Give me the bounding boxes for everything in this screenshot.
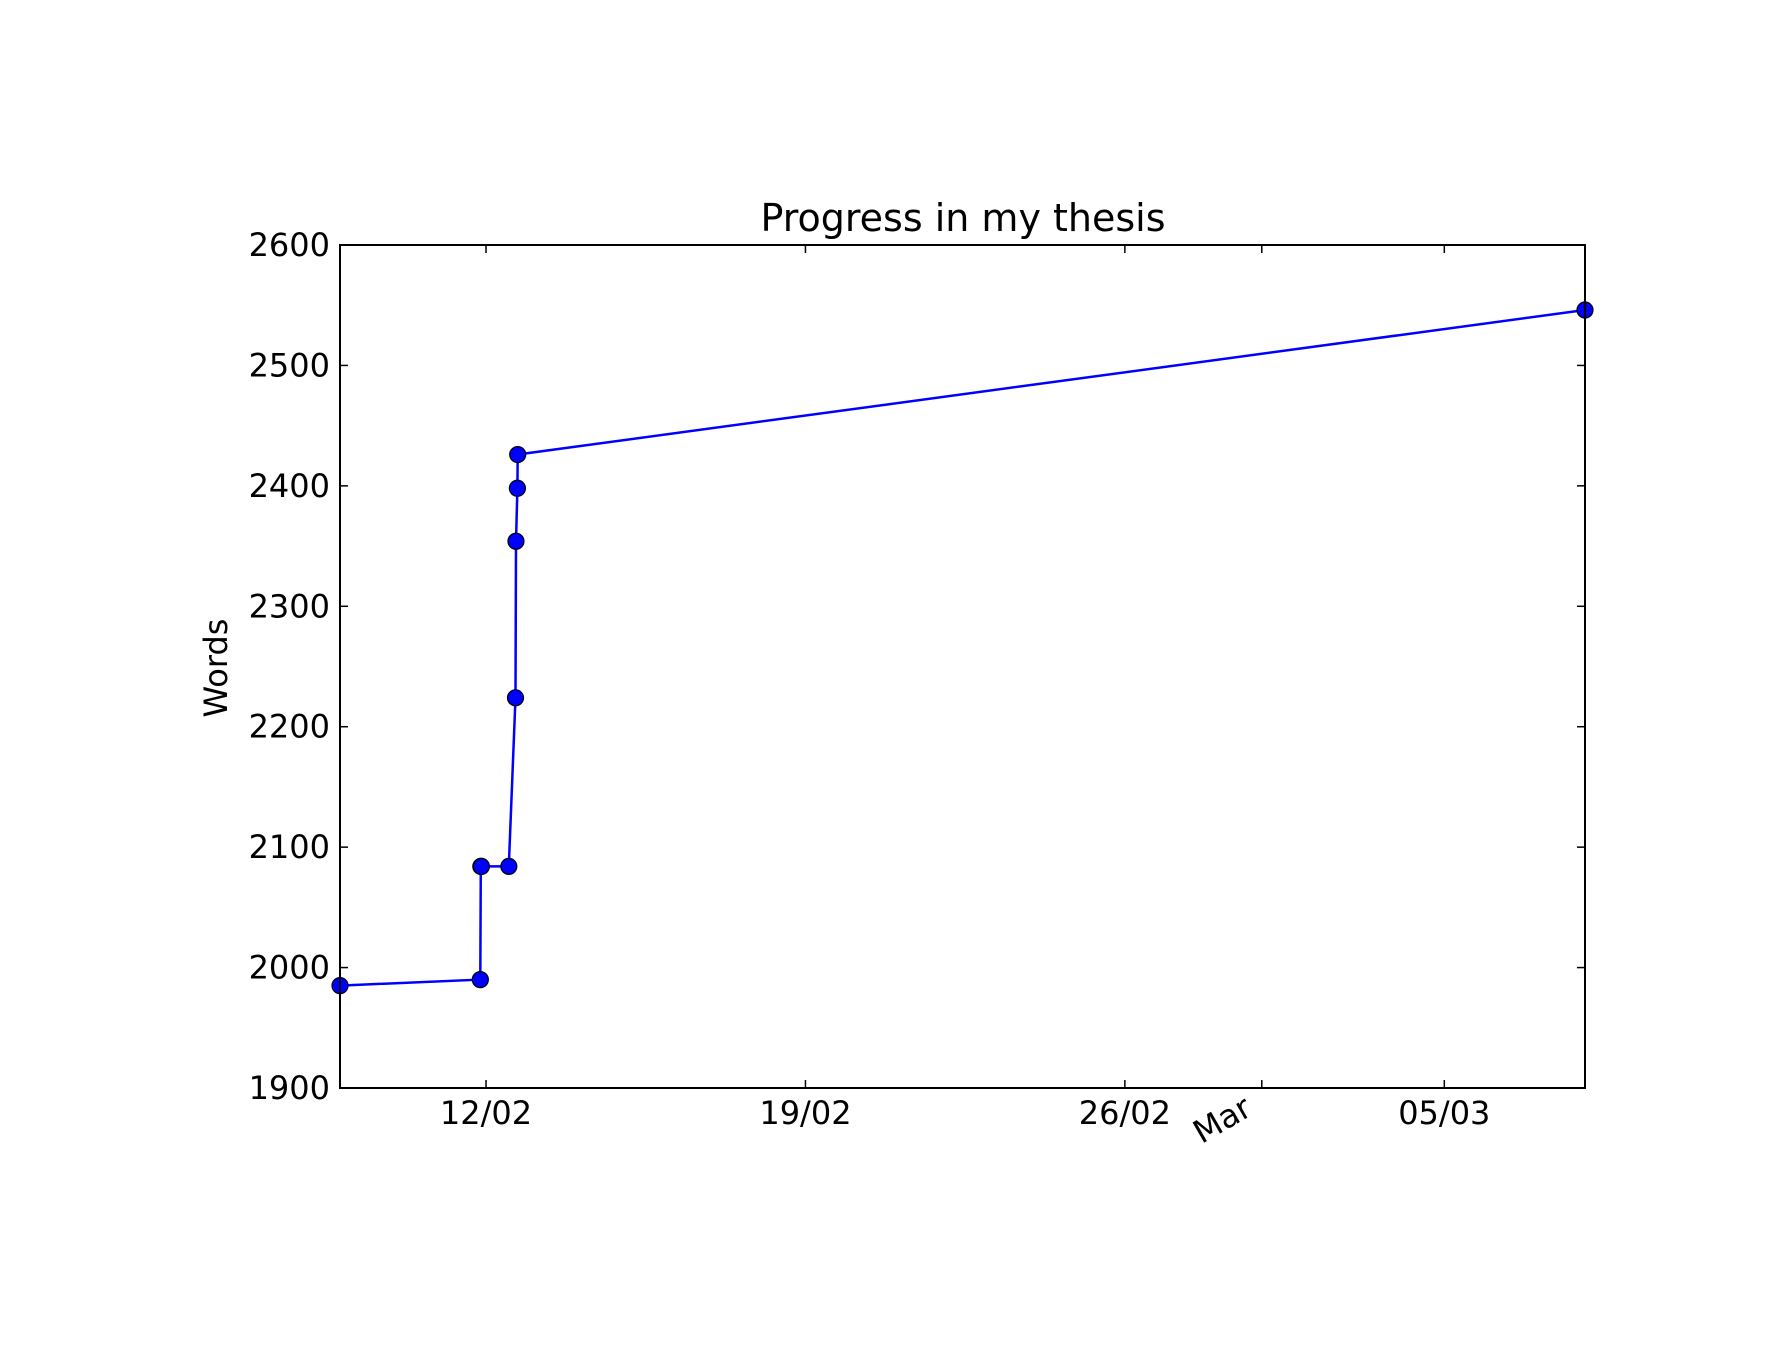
y-axis-ticks: 1900 2000 2100 2200 2300 2400 2500 2600 [249,226,1585,1107]
data-point [508,479,526,497]
y-axis-label: Words [197,619,235,718]
chart-title: Progress in my thesis [760,196,1165,240]
data-point [509,445,527,464]
x-tick-label: 19/02 [759,1094,851,1132]
y-tick-label: 2100 [249,828,330,866]
y-tick-label: 2000 [249,949,330,987]
y-tick-label: 2200 [249,708,330,746]
data-point [500,857,518,876]
y-tick-label: 2600 [249,226,330,264]
y-tick-label: 2400 [249,467,330,505]
data-point [472,857,491,876]
x-tick-label: 26/02 [1079,1094,1171,1132]
series-line [339,308,1586,987]
y-tick-label: 2300 [249,587,330,625]
data-point [506,689,525,707]
series-layer [331,301,1594,995]
y-tick-label: 2500 [249,346,330,384]
data-point [471,971,489,989]
data-point [507,532,525,550]
plot-frame [339,244,1586,1089]
y-tick-label: 1900 [249,1069,330,1107]
x-tick-label: 12/02 [440,1094,532,1132]
x-tick-label: 05/03 [1398,1094,1490,1132]
x-tick-label: Mar [1186,1088,1258,1152]
x-axis-ticks: 12/02 19/02 26/02 Mar 05/03 [440,245,1490,1151]
